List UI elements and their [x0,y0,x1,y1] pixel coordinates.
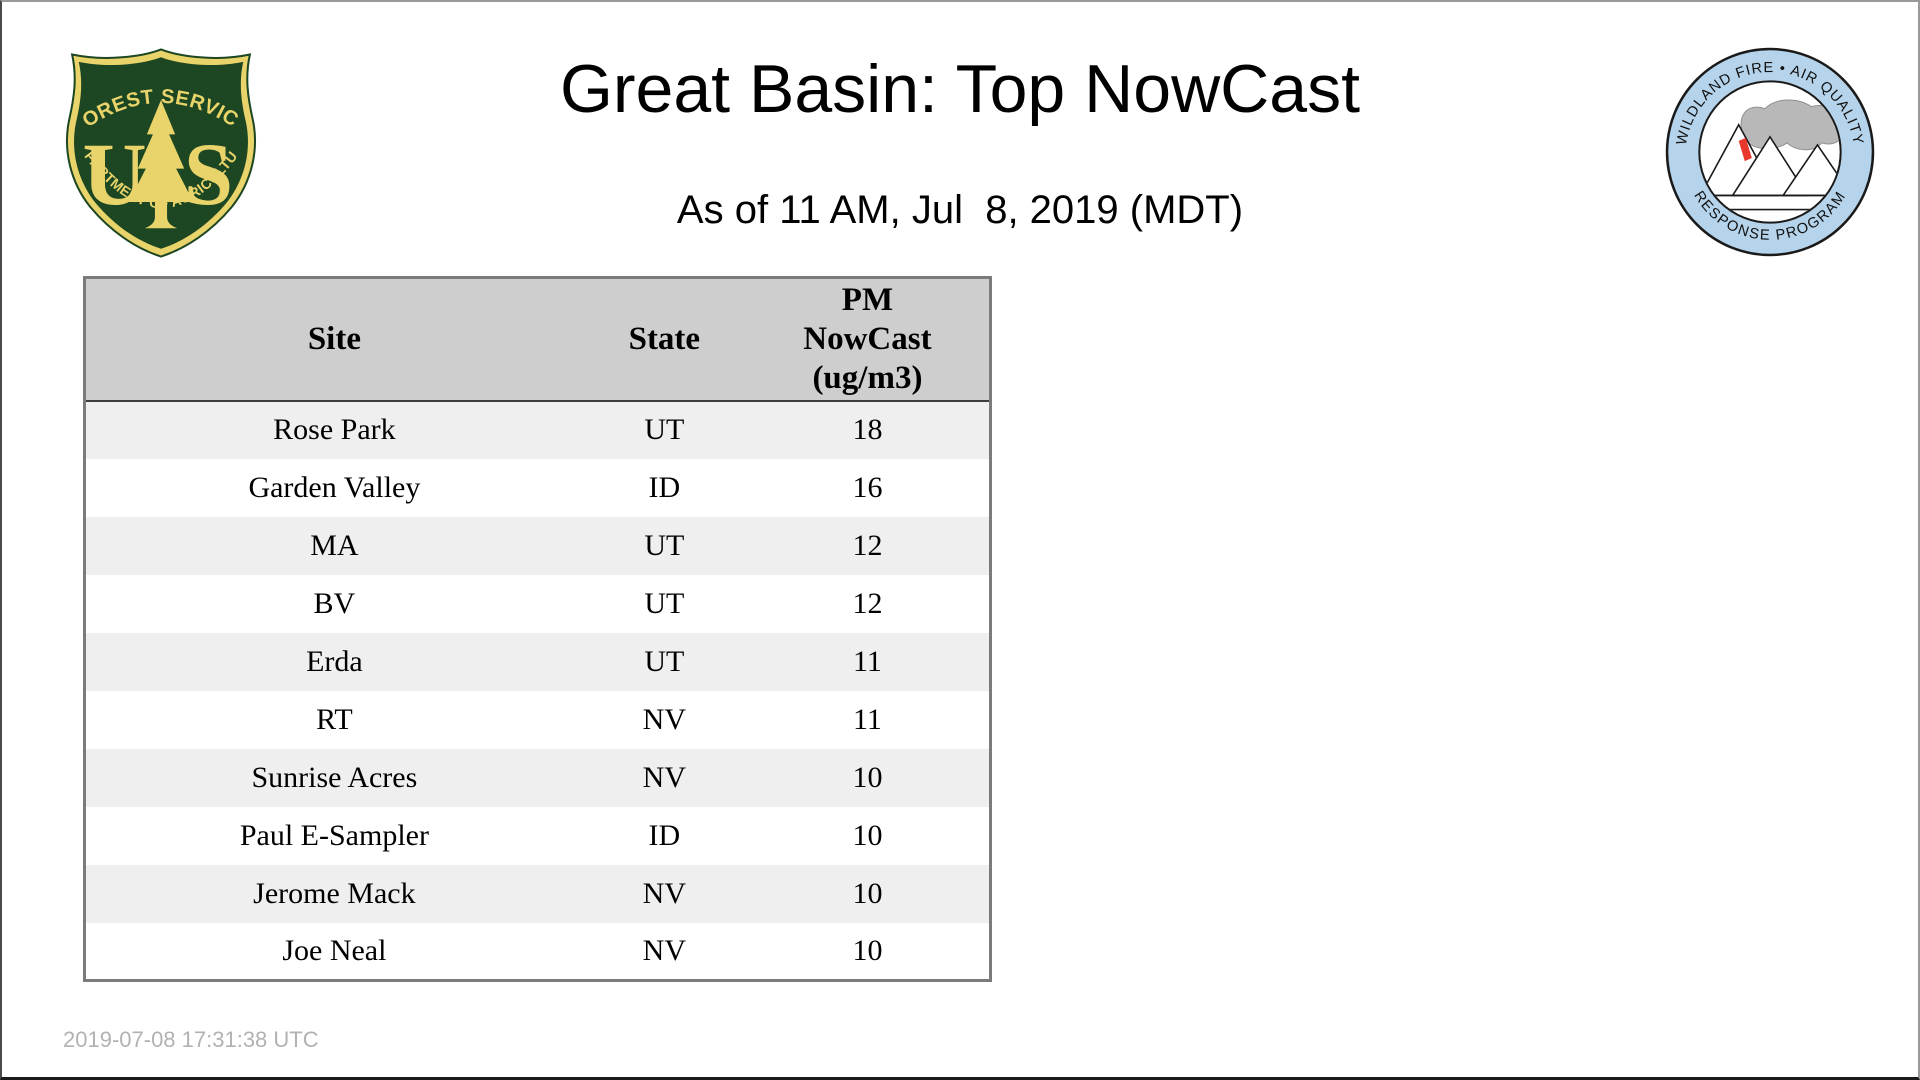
site-cell: BV [313,586,356,620]
nowcast-table: Site State PM NowCast (ug/m3) Rose Park U… [83,276,992,982]
fs-letter-u: U [82,126,146,224]
fs-letter-s: S [184,126,233,224]
state-column-header: State [582,277,746,402]
table-row: Joe Neal NV 10 [84,922,991,981]
state-cell: UT [644,586,685,620]
state-cell: NV [642,760,686,794]
state-cell: UT [644,644,685,678]
table-row: RT NV 11 [84,690,991,749]
pm-value-cell: 10 [852,933,883,967]
pm-header-line1: PM [841,281,894,318]
site-cell: Paul E-Sampler [239,818,429,852]
wfaqrp-logo: WILDLAND FIRE • AIR QUALITY RESPONSE PRO… [1665,47,1875,257]
forest-service-logo: FOREST SERVICE U S DEPARTMENT OF AGRICUL… [60,45,256,258]
header-row: Site State PM NowCast (ug/m3) [84,277,991,402]
site-column-header: Site [84,277,583,402]
state-cell: UT [644,413,685,446]
page-subtitle: As of 11 AM, Jul 8, 2019 (MDT) [676,188,1244,232]
table-row: Garden Valley ID 16 [84,458,991,517]
state-cell: ID [648,470,681,504]
site-cell: RT [316,702,353,736]
site-cell: MA [310,528,359,562]
pm-value-cell: 16 [852,470,883,504]
pm-header-line3: (ug/m3) [812,359,923,396]
nowcast-table-header: Site State PM NowCast (ug/m3) [84,277,991,402]
table-row: MA UT 12 [84,516,991,575]
table-row: Sunrise Acres NV 10 [84,748,991,807]
pm-nowcast-column-header: PM NowCast (ug/m3) [745,277,991,402]
table-row: Erda UT 11 [84,632,991,691]
site-cell: Jerome Mack [253,876,416,910]
pm-header-line2: NowCast [803,320,932,357]
page-title: Great Basin: Top NowCast [560,51,1360,127]
site-cell: Garden Valley [248,470,421,504]
pm-value-cell: 10 [852,818,883,852]
generated-timestamp: 2019-07-08 17:31:38 UTC [63,1027,319,1052]
table-row: Paul E-Sampler ID 10 [84,806,991,865]
pm-value-cell: 18 [852,413,883,446]
state-cell: UT [644,528,685,562]
site-cell: Sunrise Acres [251,760,418,794]
state-cell: ID [648,818,681,852]
fs-tree-icon [128,99,194,229]
nowcast-table-body: Rose Park UT 18 Garden Valley ID 16 MA UT 12 BV UT… [84,400,991,981]
state-cell: NV [642,933,686,967]
fire-mark-icon [1738,137,1752,162]
pm-value-cell: 12 [852,528,883,562]
state-cell: NV [642,876,686,910]
state-cell: NV [642,702,686,736]
site-cell: Erda [306,644,363,678]
pm-value-cell: 12 [852,586,883,620]
pm-value-cell: 11 [852,644,882,678]
pm-value-cell: 10 [852,876,883,910]
table-row: Rose Park UT 18 [84,400,991,459]
table-row: Jerome Mack NV 10 [84,864,991,923]
site-cell: Joe Neal [282,933,387,967]
smoke-plume-icon [1740,99,1840,151]
pm-value-cell: 11 [852,702,882,736]
pm-value-cell: 10 [852,760,883,794]
table-row: BV UT 12 [84,574,991,633]
site-cell: Rose Park [273,413,396,446]
